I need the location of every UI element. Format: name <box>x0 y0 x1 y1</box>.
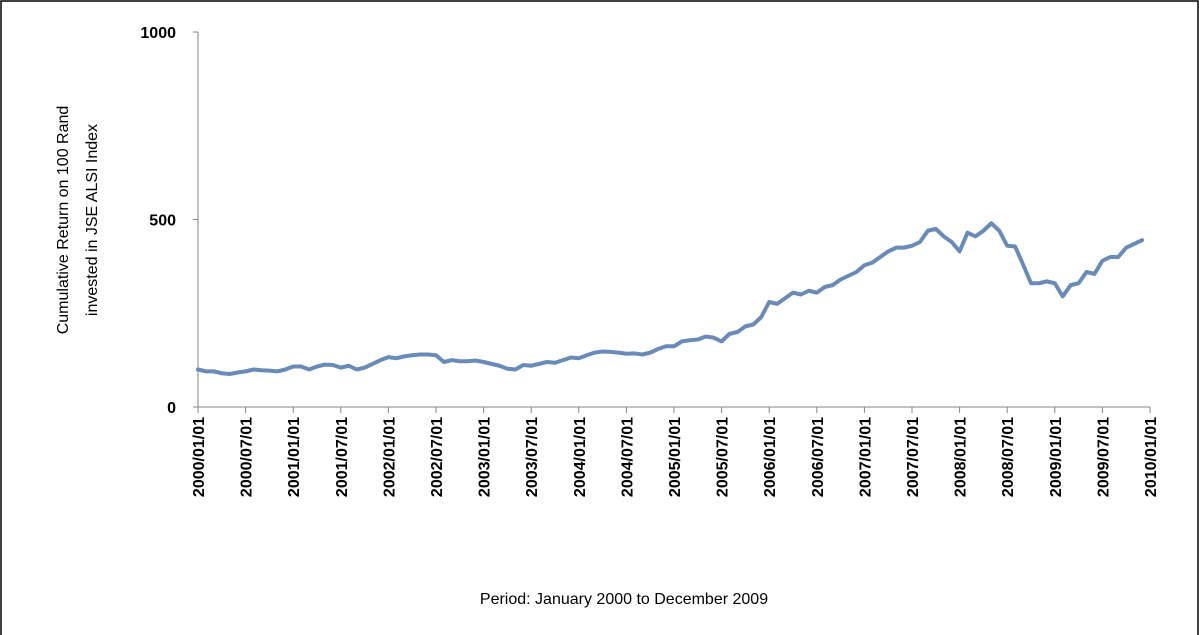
x-tick-label: 2001/01/01 <box>286 417 303 497</box>
x-tick-label: 2003/01/01 <box>477 417 494 497</box>
x-axis-label: Period: January 2000 to December 2009 <box>480 591 768 608</box>
x-tick-label: 2000/07/01 <box>239 417 256 497</box>
x-tick-label: 2007/07/01 <box>905 417 922 497</box>
x-tick-label: 2005/07/01 <box>715 417 732 497</box>
series-line <box>196 221 1145 376</box>
x-tick-label: 2000/01/01 <box>191 417 208 497</box>
x-tick-label: 2006/07/01 <box>810 417 827 497</box>
y-tick-label: 1000 <box>140 25 176 42</box>
y-axis-label: invested in JSE ALSI Index <box>84 124 101 316</box>
x-tick-label: 2006/01/01 <box>762 417 779 497</box>
x-tick-label: 2009/01/01 <box>1048 417 1065 497</box>
y-axis-label: Cumulative Return on 100 Rand <box>55 106 72 335</box>
x-tick-label: 2004/01/01 <box>572 417 589 497</box>
x-tick-label: 2002/07/01 <box>429 417 446 497</box>
x-tick-label: 2008/07/01 <box>1000 417 1017 497</box>
x-tick-label: 2008/01/01 <box>953 417 970 497</box>
x-tick-label: 2010/01/01 <box>1143 417 1160 497</box>
x-tick-label: 2004/07/01 <box>619 417 636 497</box>
x-tick-label: 2003/07/01 <box>524 417 541 497</box>
y-tick-label: 0 <box>167 400 176 417</box>
x-tick-label: 2009/07/01 <box>1095 417 1112 497</box>
y-tick-label: 500 <box>149 213 176 230</box>
x-tick-label: 2007/01/01 <box>857 417 874 497</box>
x-tick-label: 2005/01/01 <box>667 417 684 497</box>
x-tick-label: 2001/07/01 <box>334 417 351 497</box>
x-tick-label: 2002/01/01 <box>381 417 398 497</box>
